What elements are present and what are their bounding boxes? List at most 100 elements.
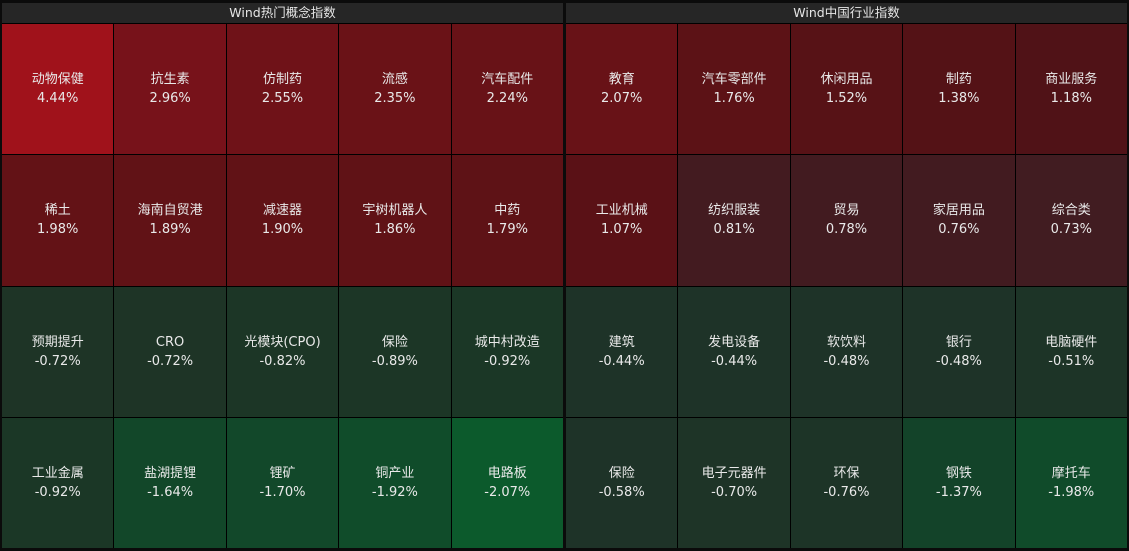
heatmap-tile[interactable]: 保险 -0.58%	[566, 417, 678, 548]
heatmap-tile[interactable]: 教育 2.07%	[566, 24, 678, 155]
tile-change: -0.92%	[34, 484, 81, 500]
tile-change: -0.48%	[935, 353, 982, 369]
heatmap-tile[interactable]: 建筑 -0.44%	[566, 286, 678, 417]
heatmap-tile[interactable]: 电路板 -2.07%	[451, 417, 563, 548]
heatmap-tile[interactable]: 纺织服装 0.81%	[678, 155, 790, 286]
heatmap-tile[interactable]: 汽车配件 2.24%	[451, 24, 563, 155]
heatmap-tile[interactable]: 光模块(CPO) -0.82%	[226, 286, 339, 417]
heatmap-tile[interactable]: 工业机械 1.07%	[566, 155, 678, 286]
heatmap-tile[interactable]: 抗生素 2.96%	[114, 24, 226, 155]
heatmap-tile[interactable]: 环保 -0.76%	[790, 417, 903, 548]
heatmap-tile[interactable]: 银行 -0.48%	[903, 286, 1015, 417]
tile-change: 1.98%	[37, 222, 79, 238]
tile-name: 盐湖提锂	[144, 465, 197, 481]
heatmap-tile[interactable]: 汽车零部件 1.76%	[678, 24, 790, 155]
industry-index-panel: Wind中国行业指数 教育 2.07% 汽车零部件 1.76% 休闲用品 1.52% 制药 1…	[566, 3, 1127, 548]
heatmap-tile[interactable]: 城中村改造 -0.92%	[451, 286, 563, 417]
heatmap-tile[interactable]: 电脑硬件 -0.51%	[1015, 286, 1127, 417]
tile-name: 教育	[608, 72, 635, 88]
tile-change: 1.89%	[149, 222, 191, 238]
tile-name: 保险	[381, 334, 408, 350]
industry-index-grid: 教育 2.07% 汽车零部件 1.76% 休闲用品 1.52% 制药 1.38% 商业服务 1.1…	[566, 24, 1127, 548]
heatmap-tile[interactable]: 钢铁 -1.37%	[903, 417, 1015, 548]
heatmap-tile[interactable]: 家居用品 0.76%	[903, 155, 1015, 286]
tile-change: -0.58%	[598, 484, 645, 500]
heatmap-tile[interactable]: 海南自贸港 1.89%	[114, 155, 226, 286]
tile-name: 综合类	[1051, 203, 1091, 219]
tile-change: -0.44%	[711, 353, 758, 369]
heatmap-tile[interactable]: 休闲用品 1.52%	[790, 24, 903, 155]
tile-change: -1.98%	[1048, 484, 1095, 500]
heatmap-tile[interactable]: 预期提升 -0.72%	[2, 286, 114, 417]
tile-change: -0.51%	[1048, 353, 1095, 369]
tile-change: 2.96%	[149, 91, 191, 107]
tile-name: 制药	[945, 72, 972, 88]
tile-change: 2.24%	[486, 91, 528, 107]
heatmap-tile[interactable]: 稀土 1.98%	[2, 155, 114, 286]
tile-change: 2.55%	[261, 91, 304, 107]
tile-name: 汽车零部件	[701, 72, 767, 88]
concept-index-panel: Wind热门概念指数 动物保健 4.44% 抗生素 2.96% 仿制药 2.55% 流感 2.…	[2, 3, 563, 548]
heatmap-tile[interactable]: 动物保健 4.44%	[2, 24, 114, 155]
tile-name: 保险	[608, 465, 635, 481]
tile-change: 1.07%	[601, 222, 643, 238]
tile-name: 家居用品	[932, 203, 985, 219]
heatmap-tile[interactable]: 工业金属 -0.92%	[2, 417, 114, 548]
heatmap-tile[interactable]: CRO -0.72%	[114, 286, 226, 417]
tile-change: -0.72%	[147, 353, 194, 369]
heatmap-tile[interactable]: 流感 2.35%	[339, 24, 451, 155]
tile-name: 发电设备	[708, 334, 761, 350]
tile-change: -0.89%	[371, 353, 418, 369]
heatmap-tile[interactable]: 宇树机器人 1.86%	[339, 155, 451, 286]
tile-name: 锂矿	[269, 465, 296, 481]
tile-name: 抗生素	[150, 72, 190, 88]
heatmap-tile[interactable]: 中药 1.79%	[451, 155, 563, 286]
tile-name: 城中村改造	[474, 334, 540, 350]
tile-change: 1.52%	[825, 91, 868, 107]
concept-index-grid: 动物保健 4.44% 抗生素 2.96% 仿制药 2.55% 流感 2.35% 汽车配件 2.24…	[2, 24, 563, 548]
heatmap-tile[interactable]: 摩托车 -1.98%	[1015, 417, 1127, 548]
tile-name: 电路板	[487, 465, 527, 481]
tile-name: 钢铁	[945, 465, 972, 481]
heatmap-tile[interactable]: 综合类 0.73%	[1015, 155, 1127, 286]
heatmap-tile[interactable]: 制药 1.38%	[903, 24, 1015, 155]
tile-name: 海南自贸港	[137, 203, 203, 219]
tile-name: 纺织服装	[708, 203, 761, 219]
tile-name: 预期提升	[31, 334, 84, 350]
tile-change: 1.79%	[486, 222, 528, 238]
tile-change: -1.70%	[259, 484, 306, 500]
tile-change: 0.73%	[1050, 222, 1092, 238]
heatmap-tile[interactable]: 盐湖提锂 -1.64%	[114, 417, 226, 548]
tile-change: -0.44%	[598, 353, 645, 369]
heatmap-tile[interactable]: 锂矿 -1.70%	[226, 417, 339, 548]
tile-change: 0.76%	[938, 222, 980, 238]
tile-name: 建筑	[608, 334, 635, 350]
tile-change: -0.82%	[259, 353, 306, 369]
tile-name: 休闲用品	[820, 72, 873, 88]
tile-name: CRO	[155, 334, 185, 350]
tile-name: 中药	[494, 203, 521, 219]
tile-name: 商业服务	[1045, 72, 1098, 88]
heatmap-tile[interactable]: 软饮料 -0.48%	[790, 286, 903, 417]
tile-name: 贸易	[833, 203, 860, 219]
tile-name: 宇树机器人	[362, 203, 428, 219]
tile-name: 减速器	[262, 203, 302, 219]
tile-change: 1.76%	[713, 91, 755, 107]
tile-name: 仿制药	[262, 72, 302, 88]
tile-change: 1.38%	[938, 91, 980, 107]
tile-name: 工业金属	[31, 465, 84, 481]
heatmap-tile[interactable]: 铜产业 -1.92%	[339, 417, 451, 548]
tile-change: -0.70%	[711, 484, 758, 500]
tile-change: 0.81%	[713, 222, 755, 238]
heatmap-tile[interactable]: 电子元器件 -0.70%	[678, 417, 790, 548]
tile-name: 环保	[833, 465, 860, 481]
tile-change: 2.35%	[374, 91, 416, 107]
heatmap-tile[interactable]: 发电设备 -0.44%	[678, 286, 790, 417]
heatmap-tile[interactable]: 贸易 0.78%	[790, 155, 903, 286]
tile-change: -0.92%	[484, 353, 531, 369]
heatmap-tile[interactable]: 商业服务 1.18%	[1015, 24, 1127, 155]
heatmap-tile[interactable]: 减速器 1.90%	[226, 155, 339, 286]
heatmap-tile[interactable]: 仿制药 2.55%	[226, 24, 339, 155]
heatmap-tile[interactable]: 保险 -0.89%	[339, 286, 451, 417]
